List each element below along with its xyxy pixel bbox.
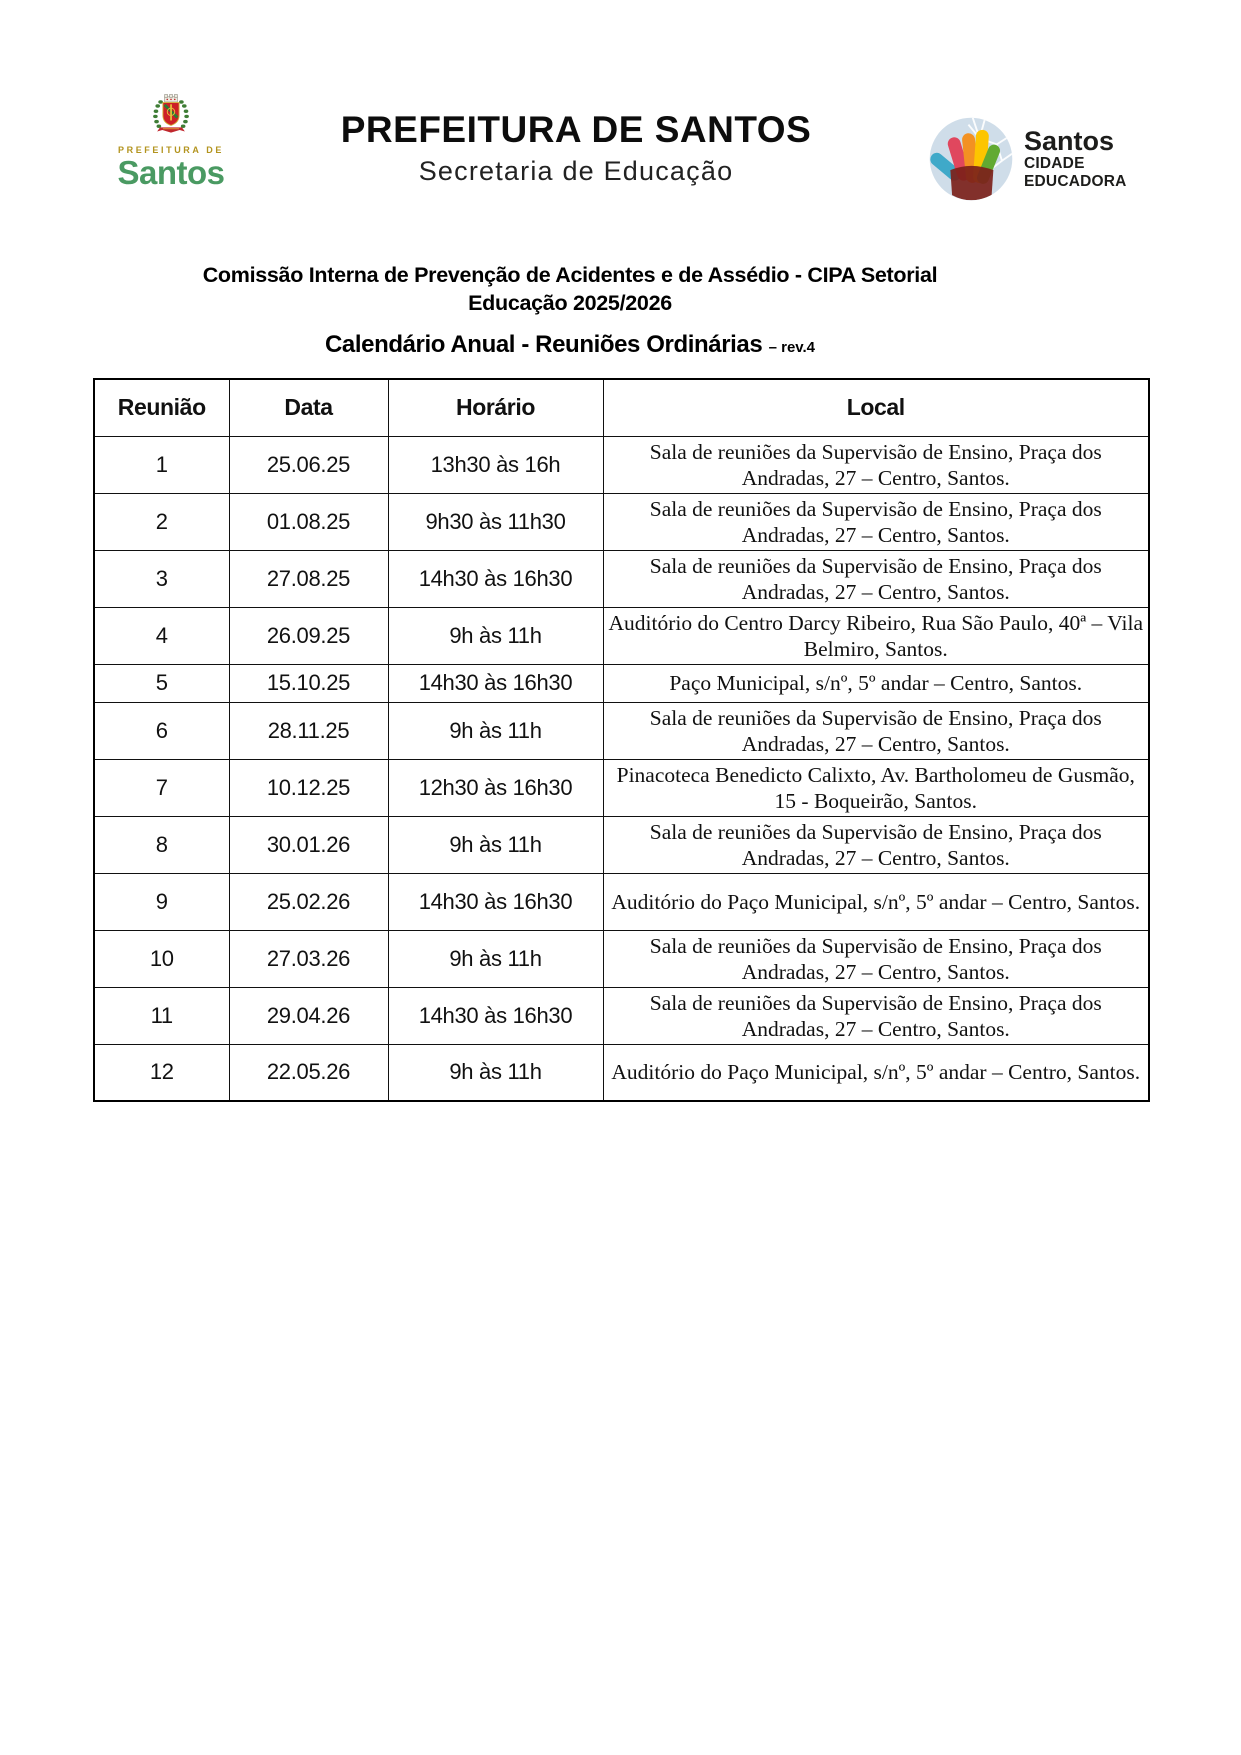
table-row: 6 28.11.25 9h às 11h Sala de reuniões da… <box>93 701 1150 760</box>
cell-reuniao: 4 <box>93 606 230 665</box>
cell-reuniao: 2 <box>93 492 230 551</box>
cell-local: Sala de reuniões da Supervisão de Ensino… <box>602 929 1150 988</box>
cell-data: 29.04.26 <box>228 986 389 1045</box>
col-header-horario: Horário <box>387 378 604 437</box>
cell-reuniao: 3 <box>93 549 230 608</box>
cidade-educadora-text: Santos CIDADE EDUCADORA <box>1024 128 1127 190</box>
table-row: 7 10.12.25 12h30 às 16h30 Pinacoteca Ben… <box>93 758 1150 817</box>
cell-horario: 9h às 11h <box>387 815 604 874</box>
cell-data: 27.03.26 <box>228 929 389 988</box>
cell-local: Sala de reuniões da Supervisão de Ensino… <box>602 549 1150 608</box>
cell-horario: 14h30 às 16h30 <box>387 549 604 608</box>
doc-title-line2: Educação 2025/2026 <box>468 291 672 315</box>
calendar-title: Calendário Anual - Reuniões Ordinárias –… <box>0 331 1140 359</box>
cell-local: Paço Municipal, s/nº, 5º andar – Centro,… <box>602 663 1150 703</box>
cell-local: Sala de reuniões da Supervisão de Ensino… <box>602 815 1150 874</box>
prefeitura-de-tagline: PREFEITURA DE <box>118 145 224 155</box>
cell-horario: 9h às 11h <box>387 701 604 760</box>
cell-local: Sala de reuniões da Supervisão de Ensino… <box>602 986 1150 1045</box>
meetings-table: Reunião Data Horário Local 1 25.06.25 13… <box>93 378 1150 1102</box>
cell-data: 25.02.26 <box>228 872 389 931</box>
table-header-row: Reunião Data Horário Local <box>93 378 1150 437</box>
col-header-reuniao: Reunião <box>93 378 230 437</box>
document-heading: Comissão Interna de Prevenção de Acident… <box>0 261 1140 359</box>
table-row: 3 27.08.25 14h30 às 16h30 Sala de reuniõ… <box>93 549 1150 608</box>
cell-horario: 14h30 às 16h30 <box>387 663 604 703</box>
col-header-local: Local <box>602 378 1150 437</box>
cell-data: 28.11.25 <box>228 701 389 760</box>
cell-horario: 9h30 às 11h30 <box>387 492 604 551</box>
cell-local: Sala de reuniões da Supervisão de Ensino… <box>602 492 1150 551</box>
cell-reuniao: 10 <box>93 929 230 988</box>
cell-data: 10.12.25 <box>228 758 389 817</box>
cell-reuniao: 6 <box>93 701 230 760</box>
table-row: 10 27.03.26 9h às 11h Sala de reuniões d… <box>93 929 1150 988</box>
cell-data: 25.06.25 <box>228 435 389 494</box>
table-row: 4 26.09.25 9h às 11h Auditório do Centro… <box>93 606 1150 665</box>
cell-horario: 9h às 11h <box>387 606 604 665</box>
cell-horario: 12h30 às 16h30 <box>387 758 604 817</box>
cell-data: 22.05.26 <box>228 1043 389 1102</box>
table-row: 11 29.04.26 14h30 às 16h30 Sala de reuni… <box>93 986 1150 1045</box>
cell-local: Auditório do Paço Municipal, s/nº, 5º an… <box>602 1043 1150 1102</box>
page-subtitle: Secretaria de Educação <box>418 155 734 186</box>
cell-reuniao: 5 <box>93 663 230 703</box>
cell-horario: 13h30 às 16h <box>387 435 604 494</box>
table-row: 8 30.01.26 9h às 11h Sala de reuniões da… <box>93 815 1150 874</box>
table-row: 12 22.05.26 9h às 11h Auditório do Paço … <box>93 1043 1150 1102</box>
cell-reuniao: 8 <box>93 815 230 874</box>
santos-wordmark: Santos <box>117 154 225 191</box>
cell-reuniao: 12 <box>93 1043 230 1102</box>
table-row: 1 25.06.25 13h30 às 16h Sala de reuniões… <box>93 435 1150 494</box>
masthead: PREFEITURA DE SANTOS Secretaria de Educa… <box>240 109 912 187</box>
cell-local: Sala de reuniões da Supervisão de Ensino… <box>602 435 1150 494</box>
cell-reuniao: 7 <box>93 758 230 817</box>
cell-data: 26.09.25 <box>228 606 389 665</box>
table-row: 5 15.10.25 14h30 às 16h30 Paço Municipal… <box>93 663 1150 703</box>
cell-horario: 14h30 às 16h30 <box>387 986 604 1045</box>
col-header-data: Data <box>228 378 389 437</box>
cell-data: 30.01.26 <box>228 815 389 874</box>
cell-horario: 9h às 11h <box>387 929 604 988</box>
cell-horario: 14h30 às 16h30 <box>387 872 604 931</box>
doc-title-line1: Comissão Interna de Prevenção de Acident… <box>202 263 938 287</box>
calendar-title-text: Calendário Anual - Reuniões Ordinárias <box>324 331 763 358</box>
right-logo-cidade: CIDADE <box>1024 155 1085 173</box>
prefeitura-santos-logo: PREFEITURA DE Santos <box>112 92 230 189</box>
cell-local: Auditório do Centro Darcy Ribeiro, Rua S… <box>602 606 1150 665</box>
table-row: 9 25.02.26 14h30 às 16h30 Auditório do P… <box>93 872 1150 931</box>
cell-local: Auditório do Paço Municipal, s/nº, 5º an… <box>602 872 1150 931</box>
cell-data: 27.08.25 <box>228 549 389 608</box>
cell-data: 15.10.25 <box>228 663 389 703</box>
cell-reuniao: 1 <box>93 435 230 494</box>
cell-data: 01.08.25 <box>228 492 389 551</box>
page-title: PREFEITURA DE SANTOS <box>340 109 812 150</box>
cell-local: Sala de reuniões da Supervisão de Ensino… <box>602 701 1150 760</box>
hand-circle-icon <box>929 117 1013 201</box>
coat-of-arms-icon <box>153 94 189 133</box>
table-row: 2 01.08.25 9h30 às 11h30 Sala de reuniõe… <box>93 492 1150 551</box>
cell-reuniao: 11 <box>93 986 230 1045</box>
revision-label: – rev.4 <box>768 339 816 356</box>
cell-reuniao: 9 <box>93 872 230 931</box>
cell-local: Pinacoteca Benedicto Calixto, Av. Bartho… <box>602 758 1150 817</box>
cell-horario: 9h às 11h <box>387 1043 604 1102</box>
cidade-educadora-logo: Santos CIDADE EDUCADORA <box>928 116 1127 202</box>
right-logo-educadora: EDUCADORA <box>1024 172 1127 190</box>
right-logo-santos: Santos <box>1024 126 1115 157</box>
